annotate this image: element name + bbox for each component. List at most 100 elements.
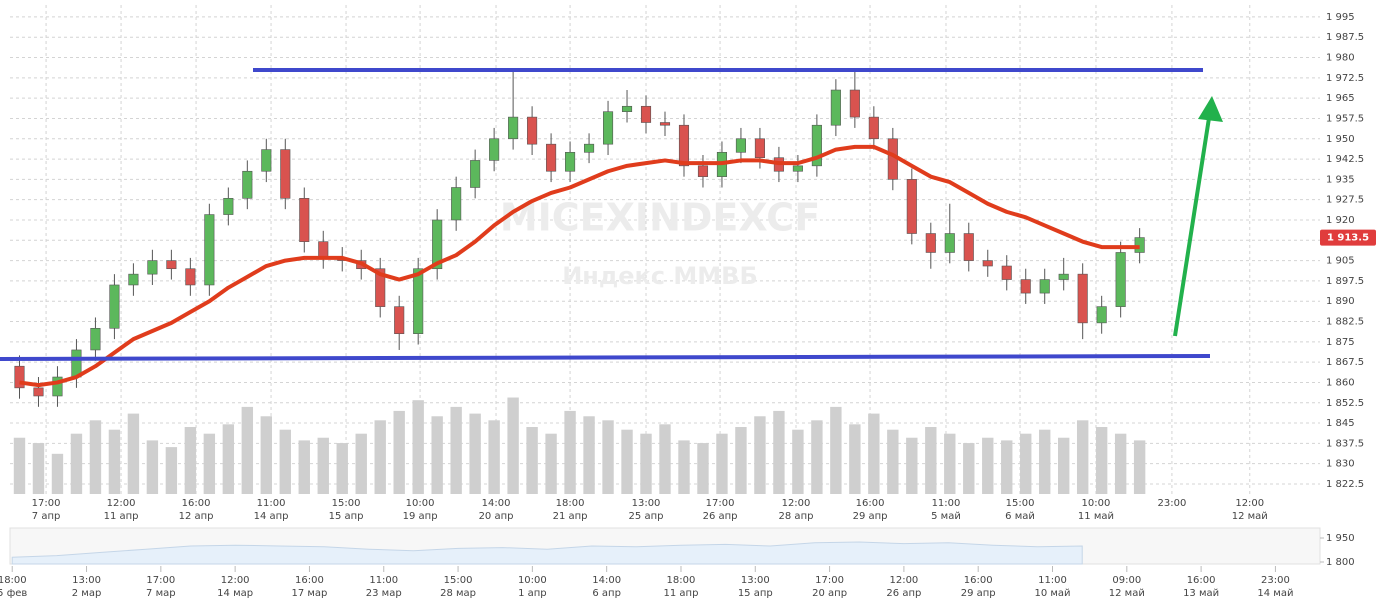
candle-body (318, 241, 329, 259)
candle-body (640, 105, 652, 123)
navigator-x-date: 13 май (1183, 588, 1219, 599)
candle-body (375, 268, 386, 307)
candle-body (508, 116, 519, 140)
volume-bar (564, 410, 576, 494)
y-tick-label: 1 935 (1326, 174, 1355, 185)
candle-body (830, 89, 841, 126)
candle-body (413, 268, 424, 335)
candle-body (14, 365, 25, 389)
navigator-x-date: 1 апр (518, 588, 547, 599)
y-tick-label: 1 845 (1326, 418, 1355, 429)
volume-bar (1133, 440, 1146, 494)
navigator-x-label: 11:00 (369, 575, 398, 586)
y-tick-label: 1 830 (1326, 459, 1355, 470)
x-tick-date: 6 май (1005, 511, 1035, 522)
x-tick-label: 17:00 (706, 498, 735, 509)
navigator-x-label: 18:00 (0, 575, 27, 586)
last-price-tag (1320, 229, 1376, 246)
volume-bar (830, 406, 842, 494)
watermark-sub: Индекс ММВБ (562, 262, 758, 290)
volume-bar (450, 406, 462, 494)
candle-body (90, 327, 101, 351)
y-tick-label: 1 995 (1326, 12, 1355, 23)
navigator-x-date: 29 апр (961, 588, 996, 599)
volume-bar (32, 443, 45, 494)
navigator-x-label: 16:00 (295, 575, 324, 586)
volume-bar (374, 420, 386, 494)
candle-body (678, 124, 690, 167)
navigator-x-label: 10:00 (518, 575, 547, 586)
candle-layer (14, 68, 1145, 407)
y-tick-label: 1 882.5 (1326, 317, 1364, 328)
x-tick-date: 7 апр (32, 511, 61, 522)
volume-bar (792, 429, 804, 494)
navigator-x-date: 5 фев (0, 588, 27, 599)
navigator-x-date: 23 мар (366, 588, 402, 599)
overlay (19, 144, 1140, 388)
volume-bar (127, 413, 140, 494)
navigator-x-date: 17 мар (291, 588, 327, 599)
volume-bar (754, 416, 766, 494)
candle-body (546, 143, 557, 172)
x-tick-date: 12 май (1232, 511, 1268, 522)
candle-body (166, 260, 177, 270)
volume-bar (13, 437, 26, 494)
navigator-x-label: 17:00 (815, 575, 844, 586)
candle-body (1058, 273, 1069, 280)
volume-bar (51, 453, 64, 494)
candle-body (52, 376, 63, 397)
volume-bar (697, 443, 709, 494)
y-tick-label: 1 905 (1326, 256, 1355, 267)
candle-body (925, 233, 936, 253)
navigator-area (11, 541, 1083, 565)
volume-bar (773, 410, 785, 494)
volume-bar (393, 410, 405, 494)
navigator-x-label: 14:00 (592, 575, 621, 586)
arrow-head (1198, 96, 1223, 122)
y-tick-label: 1 837.5 (1326, 438, 1364, 449)
y-tick-label: 1 965 (1326, 93, 1355, 104)
candle-body (394, 306, 405, 335)
volume-bar (89, 420, 102, 494)
y-tick-label: 1 957.5 (1326, 113, 1364, 124)
candle-body (1096, 306, 1107, 324)
x-tick-label: 12:00 (782, 498, 811, 509)
candle-body (261, 149, 272, 172)
y-tick-label: 1 897.5 (1326, 276, 1364, 287)
navigator-x-label: 13:00 (72, 575, 101, 586)
volume-bar (260, 416, 272, 494)
candle-body (1039, 279, 1050, 294)
volume-bar (849, 424, 861, 494)
candle-body (109, 284, 120, 329)
candle-body (735, 138, 746, 153)
x-tick-label: 16:00 (182, 498, 211, 509)
x-tick-label: 18:00 (556, 498, 585, 509)
volume-bar (70, 433, 83, 494)
volume-bar (735, 427, 747, 494)
candle-body (223, 198, 234, 215)
navigator-x-date: 12 май (1109, 588, 1145, 599)
candle-body (697, 165, 709, 177)
candle-body (1115, 252, 1126, 307)
volume-bar (659, 424, 671, 494)
x-tick-date: 5 май (931, 511, 961, 522)
volume-bar (1020, 433, 1032, 494)
candle-body (185, 268, 196, 286)
navigator-x-label: 13:00 (741, 575, 770, 586)
candle-body (1077, 273, 1088, 324)
candle-body (944, 233, 955, 253)
candle-body (451, 187, 462, 221)
y-tick-label: 1 822.5 (1326, 479, 1364, 490)
volume-bar (925, 427, 937, 494)
x-tick-label: 23:00 (1157, 498, 1186, 509)
x-tick-date: 11 май (1078, 511, 1114, 522)
volume-bar (1058, 437, 1070, 494)
volume-bar (469, 413, 481, 494)
volume-bar (583, 416, 595, 494)
candle-body (982, 260, 993, 267)
candle-body (299, 198, 310, 242)
y-tick-label: 1 852.5 (1326, 398, 1364, 409)
y-tick-label: 1 920 (1326, 215, 1355, 226)
moving-average-line (19, 144, 1140, 388)
